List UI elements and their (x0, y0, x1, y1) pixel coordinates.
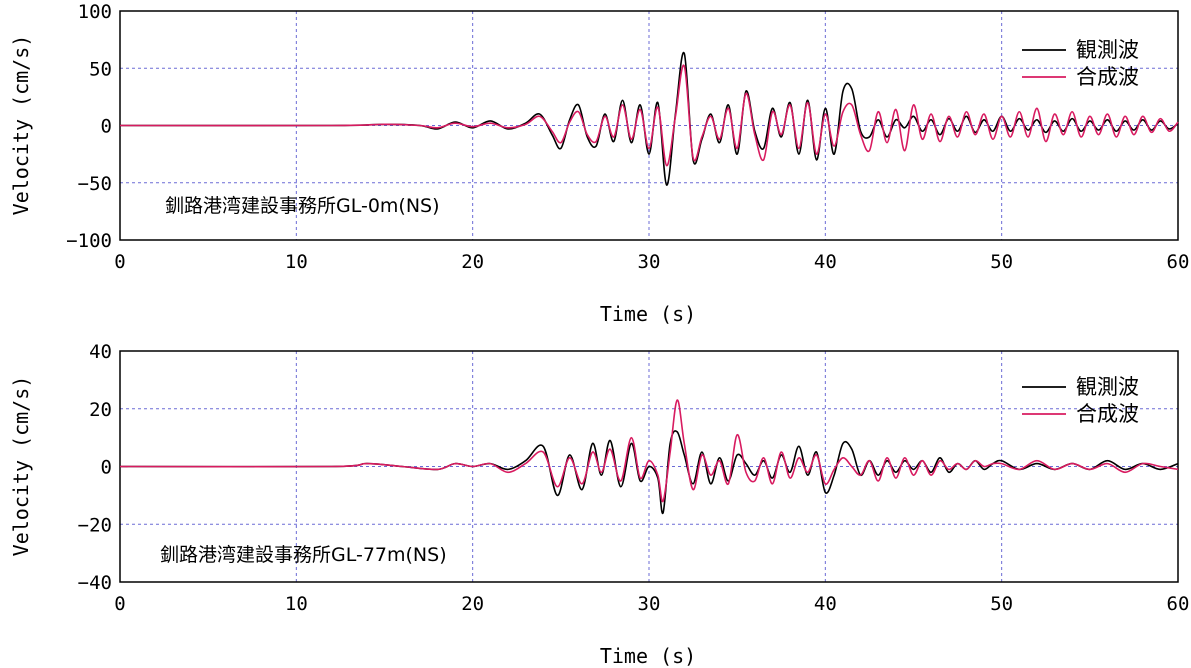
y-tick-labels-bottom: 40 20 0 −20 −40 (78, 341, 112, 594)
x-axis-label-bottom: Time (s) (600, 644, 696, 668)
x-axis-label-top: Time (s) (600, 302, 696, 326)
x-tick-label: 60 (1167, 251, 1190, 273)
x-tick-label: 50 (990, 251, 1013, 273)
x-tick-label: 0 (114, 251, 125, 273)
observed-wave-line-bottom (119, 430, 1179, 514)
y-tick-label: −40 (78, 572, 112, 594)
x-tick-label: 20 (461, 251, 484, 273)
x-tick-label: 20 (461, 593, 484, 615)
traces-top (119, 51, 1179, 186)
x-tick-label: 50 (990, 593, 1013, 615)
y-tick-label: −50 (78, 173, 112, 195)
legend-label-observed: 観測波 (1076, 38, 1139, 62)
panel-bottom: 40 20 0 −20 −40 0 10 20 30 40 50 60 Velocity (cm/s… (9, 341, 1189, 668)
x-tick-label: 30 (638, 251, 661, 273)
synthetic-wave-line-bottom (119, 399, 1179, 503)
x-tick-label: 40 (814, 251, 837, 273)
x-tick-labels-top: 0 10 20 30 40 50 60 (114, 251, 1189, 273)
y-axis-label-top: Velocity (cm/s) (9, 35, 33, 216)
y-axis-label-bottom: Velocity (cm/s) (9, 376, 33, 557)
traces-bottom (119, 399, 1179, 514)
x-tick-label: 30 (638, 593, 661, 615)
legend-bottom: 観測波 合成波 (1022, 375, 1139, 426)
x-tick-label: 10 (285, 251, 308, 273)
legend-label-observed: 観測波 (1076, 375, 1139, 399)
legend-label-synthetic: 合成波 (1076, 65, 1139, 89)
panel-top: 100 50 0 −50 −100 0 10 20 30 40 50 60 Velocity (cm… (9, 1, 1189, 326)
x-tick-label: 60 (1167, 593, 1190, 615)
legend-label-synthetic: 合成波 (1076, 402, 1139, 426)
y-tick-label: 40 (89, 341, 112, 363)
y-tick-label: 0 (101, 116, 112, 138)
y-tick-label: 100 (78, 1, 112, 23)
y-tick-labels-top: 100 50 0 −50 −100 (66, 1, 112, 252)
x-tick-labels-bottom: 0 10 20 30 40 50 60 (114, 593, 1189, 615)
legend-top: 観測波 合成波 (1022, 38, 1139, 89)
x-tick-label: 10 (285, 593, 308, 615)
y-tick-label: 50 (89, 58, 112, 80)
y-tick-label: −100 (66, 230, 112, 252)
synthetic-wave-line-top (119, 64, 1179, 167)
observed-wave-line-top (119, 51, 1179, 186)
station-annotation-top: 釧路港湾建設事務所GL-0m(NS) (165, 195, 440, 217)
y-tick-label: 0 (101, 457, 112, 479)
x-tick-label: 40 (814, 593, 837, 615)
y-tick-label: −20 (78, 514, 112, 536)
y-tick-label: 20 (89, 399, 112, 421)
station-annotation-bottom: 釧路港湾建設事務所GL-77m(NS) (160, 544, 447, 566)
x-tick-label: 0 (114, 593, 125, 615)
